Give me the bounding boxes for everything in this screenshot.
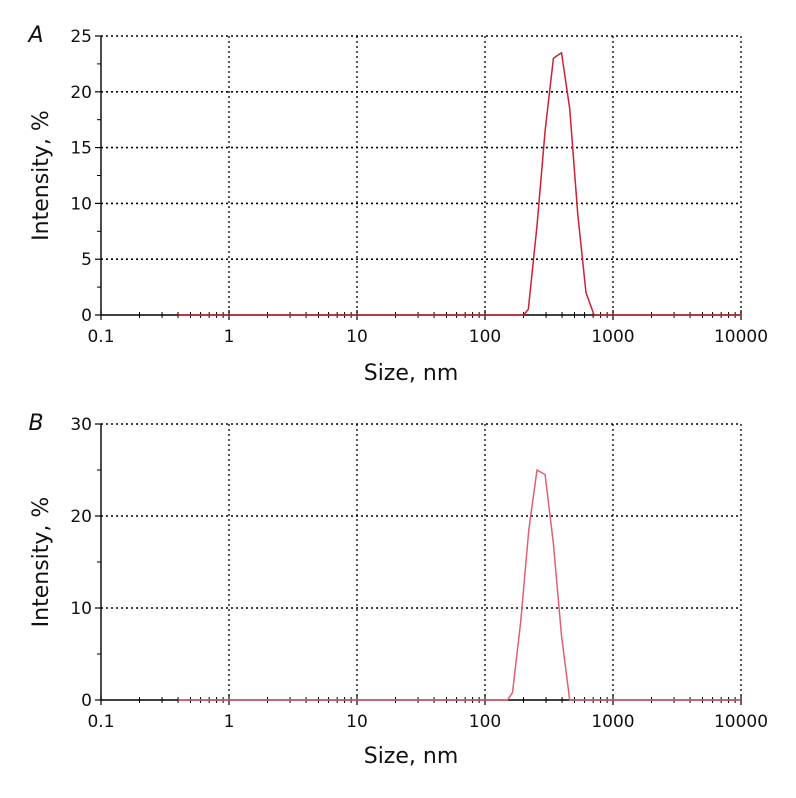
y-tick-label: 0: [81, 691, 92, 711]
y-tick-label: 10: [70, 599, 92, 619]
x-tick-label: 100: [469, 712, 501, 732]
x-tick-label: 0.1: [87, 712, 114, 732]
chart-panel-a: 0.1 1 10 100 1000 10000 0 5 10 15 20 25 A Size, nm Int…: [26, 23, 768, 386]
y-tick-label: 20: [70, 83, 92, 103]
x-tick-label: 100: [469, 327, 501, 347]
y-axis-title: Intensity, %: [29, 497, 54, 628]
y-tick-label: 20: [70, 507, 92, 527]
chart-panel-b: 0.1 1 10 100 1000 10000 0 10 20 30 B Size, nm Intens…: [28, 411, 768, 769]
x-tick-label: 10: [346, 327, 368, 347]
x-axis-title: Size, nm: [364, 361, 459, 386]
y-tick-label: 10: [70, 194, 92, 214]
series-line: [178, 469, 741, 701]
x-tick-label: 1000: [591, 327, 634, 347]
series-line: [178, 51, 741, 316]
y-tick-label: 0: [81, 306, 92, 326]
x-tick-label: 1: [224, 327, 235, 347]
x-tick-label: 0.1: [87, 327, 114, 347]
x-tick-label: 10: [346, 712, 368, 732]
y-tick-label: 30: [70, 415, 92, 435]
x-axis-title: Size, nm: [364, 744, 459, 769]
x-tick-label: 10000: [714, 327, 768, 347]
x-tick-label: 1000: [591, 712, 634, 732]
y-tick-label: 5: [81, 250, 92, 270]
x-tick-label: 10000: [714, 712, 768, 732]
x-tick-label: 1: [224, 712, 235, 732]
panel-label: A: [26, 23, 43, 48]
panel-label: B: [28, 411, 43, 436]
y-axis-title: Intensity, %: [29, 110, 54, 241]
y-tick-label: 15: [70, 139, 92, 159]
y-tick-label: 25: [70, 27, 92, 47]
